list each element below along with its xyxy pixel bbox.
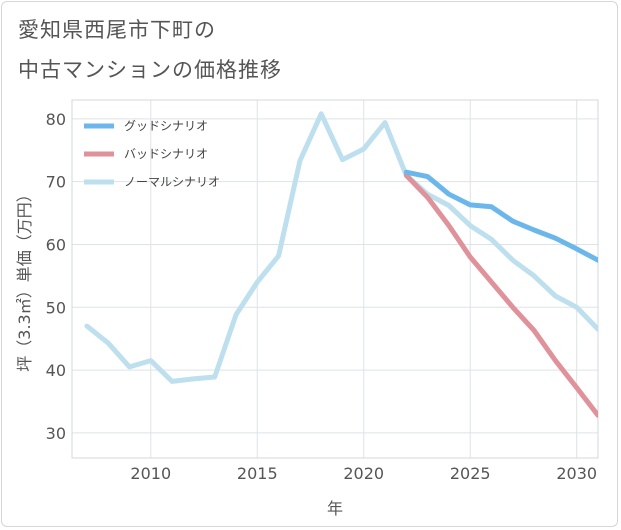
grid-lines <box>72 100 598 458</box>
y-tick-label: 80 <box>46 110 66 129</box>
series-line-0 <box>403 169 598 263</box>
x-tick-label: 2025 <box>450 464 491 483</box>
x-axis-label: 年 <box>327 499 343 518</box>
x-tick-label: 2030 <box>556 464 597 483</box>
chart-title-line1: 愛知県西尾市下町の <box>18 18 216 42</box>
chart-title-line2: 中古マンションの価格推移 <box>18 58 282 82</box>
x-tick-label: 2015 <box>237 464 278 483</box>
y-axis-label: 坪（3.3㎡）単価（万円） <box>15 186 34 371</box>
legend-label-2: ノーマルシナリオ <box>124 175 220 189</box>
y-tick-label: 30 <box>46 424 66 443</box>
series-line-2 <box>84 111 598 384</box>
x-tick-label: 2010 <box>130 464 171 483</box>
y-tick-label: 40 <box>46 361 66 380</box>
plot-area <box>71 99 599 459</box>
y-tick-label: 70 <box>46 173 66 192</box>
tick-labels: 30 40 50 60 70 80 2010 2015 2020 2025 2030 <box>46 110 597 483</box>
x-tick-label: 2020 <box>343 464 384 483</box>
y-tick-label: 60 <box>46 235 66 254</box>
series-layer <box>84 111 598 418</box>
y-tick-label: 50 <box>46 298 66 317</box>
legend-label-0: グッドシナリオ <box>124 119 208 133</box>
series-line-1 <box>403 172 598 418</box>
legend-label-1: バッドシナリオ <box>124 147 208 161</box>
